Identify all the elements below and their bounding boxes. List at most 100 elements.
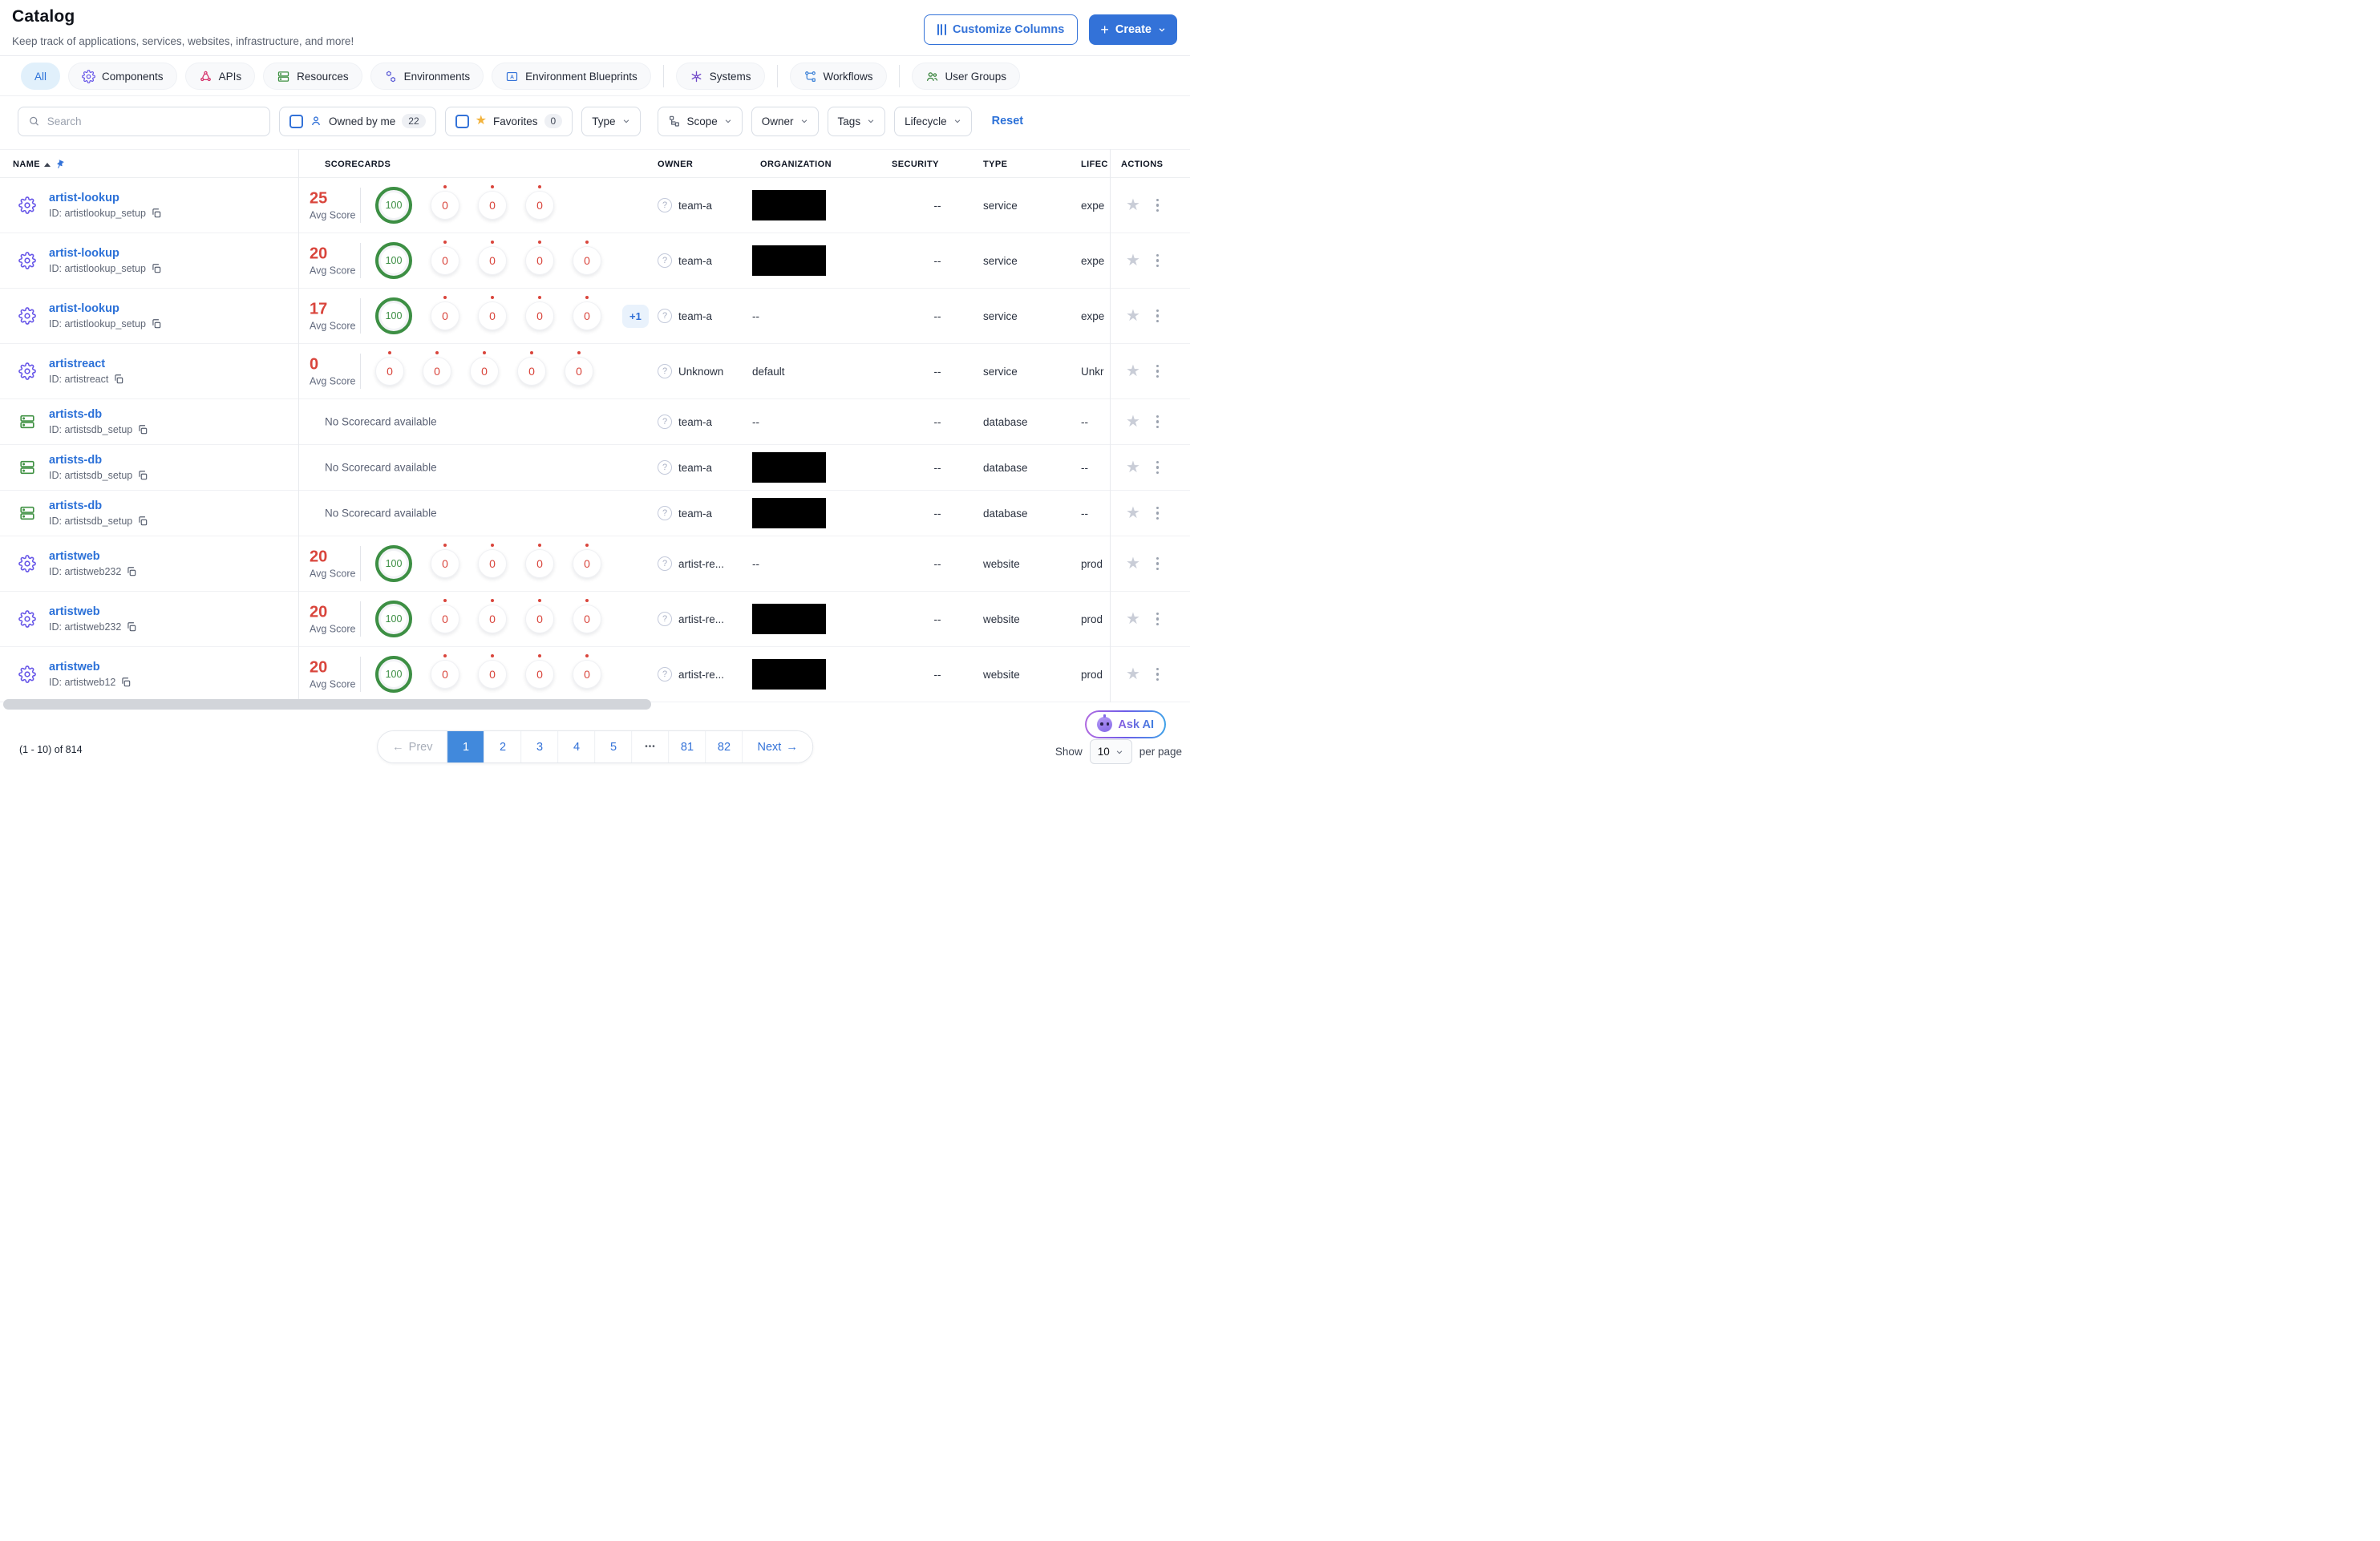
scorecard-badge-0[interactable]: 0: [573, 241, 601, 275]
create-button[interactable]: + Create: [1089, 14, 1177, 45]
kebab-menu-icon[interactable]: [1153, 665, 1163, 685]
copy-icon[interactable]: [151, 263, 162, 274]
pagination-page-5[interactable]: 5: [594, 731, 632, 762]
copy-icon[interactable]: [113, 374, 124, 385]
scorecard-badge-100[interactable]: 100: [375, 187, 412, 224]
copy-icon[interactable]: [137, 470, 148, 481]
more-scorecards-badge[interactable]: +1: [622, 304, 649, 328]
scorecard-badge-0[interactable]: 0: [573, 599, 601, 633]
copy-icon[interactable]: [126, 566, 137, 577]
scorecard-badge-100[interactable]: 100: [375, 242, 412, 279]
kebab-menu-icon[interactable]: [1153, 412, 1163, 432]
scorecard-badge-0[interactable]: 0: [525, 544, 554, 578]
scorecard-badge-0[interactable]: 0: [423, 351, 451, 386]
copy-icon[interactable]: [126, 621, 137, 633]
favorite-star-icon[interactable]: ★: [1126, 196, 1140, 214]
entity-name-link[interactable]: artists-db: [49, 500, 103, 512]
scorecard-badge-0[interactable]: 0: [525, 599, 554, 633]
column-header-organization[interactable]: ORGANIZATION: [760, 160, 832, 169]
scorecard-badge-0[interactable]: 0: [565, 351, 593, 386]
tab-user-groups[interactable]: User Groups: [911, 63, 1021, 90]
scorecard-badge-0[interactable]: 0: [525, 241, 554, 275]
scorecard-badge-100[interactable]: 100: [375, 656, 412, 693]
tab-environment-blueprints[interactable]: A Environment Blueprints: [492, 63, 651, 90]
kebab-menu-icon[interactable]: [1153, 251, 1163, 271]
owner-filter-dropdown[interactable]: Owner: [751, 106, 819, 136]
scorecard-badge-0[interactable]: 0: [431, 599, 459, 633]
ask-ai-button[interactable]: Ask AI: [1085, 710, 1166, 738]
entity-name-link[interactable]: artistweb: [49, 550, 100, 563]
pagination-prev[interactable]: ← Prev: [378, 731, 447, 762]
tab-environments[interactable]: Environments: [370, 63, 484, 90]
type-filter-dropdown[interactable]: Type: [581, 106, 641, 136]
scorecard-badge-0[interactable]: 0: [431, 185, 459, 220]
horizontal-scrollbar[interactable]: [3, 699, 651, 710]
tab-all[interactable]: All: [21, 63, 61, 90]
favorites-checkbox[interactable]: [455, 114, 469, 128]
favorite-star-icon[interactable]: ★: [1126, 252, 1140, 269]
entity-name-link[interactable]: artist-lookup: [49, 192, 119, 204]
scorecard-badge-0[interactable]: 0: [525, 654, 554, 689]
copy-icon[interactable]: [120, 677, 132, 688]
scorecard-badge-0[interactable]: 0: [573, 544, 601, 578]
scorecard-badge-0[interactable]: 0: [478, 599, 507, 633]
scope-filter-dropdown[interactable]: Scope: [657, 106, 743, 136]
scorecard-badge-0[interactable]: 0: [525, 296, 554, 330]
column-header-owner[interactable]: OWNER: [658, 160, 694, 169]
scorecard-badge-0[interactable]: 0: [573, 296, 601, 330]
scorecard-badge-0[interactable]: 0: [478, 544, 507, 578]
tab-components[interactable]: Components: [68, 63, 177, 90]
favorite-star-icon[interactable]: ★: [1126, 665, 1140, 683]
scorecard-badge-0[interactable]: 0: [431, 241, 459, 275]
customize-columns-button[interactable]: Customize Columns: [923, 14, 1079, 45]
search-input[interactable]: [47, 115, 260, 127]
lifecycle-filter-dropdown[interactable]: Lifecycle: [894, 106, 972, 136]
scorecard-badge-0[interactable]: 0: [375, 351, 404, 386]
scorecard-badge-0[interactable]: 0: [478, 654, 507, 689]
kebab-menu-icon[interactable]: [1153, 554, 1163, 574]
scorecard-badge-0[interactable]: 0: [478, 185, 507, 220]
tags-filter-dropdown[interactable]: Tags: [827, 106, 886, 136]
pagination-next[interactable]: Next →: [742, 731, 812, 762]
scorecard-badge-0[interactable]: 0: [431, 544, 459, 578]
kebab-menu-icon[interactable]: [1153, 458, 1163, 478]
entity-name-link[interactable]: artist-lookup: [49, 247, 119, 260]
kebab-menu-icon[interactable]: [1153, 609, 1163, 629]
pin-icon[interactable]: [53, 157, 67, 171]
pagination-page-3[interactable]: 3: [520, 731, 558, 762]
scorecard-badge-0[interactable]: 0: [478, 241, 507, 275]
reset-filters-button[interactable]: Reset: [991, 115, 1024, 127]
scorecard-badge-0[interactable]: 0: [470, 351, 499, 386]
kebab-menu-icon[interactable]: [1153, 306, 1163, 326]
entity-name-link[interactable]: artistweb: [49, 661, 100, 673]
kebab-menu-icon[interactable]: [1153, 504, 1163, 524]
favorite-star-icon[interactable]: ★: [1126, 610, 1140, 628]
entity-name-link[interactable]: artistreact: [49, 358, 106, 370]
favorite-star-icon[interactable]: ★: [1126, 413, 1140, 431]
favorite-star-icon[interactable]: ★: [1126, 362, 1140, 380]
scorecard-badge-0[interactable]: 0: [431, 296, 459, 330]
favorite-star-icon[interactable]: ★: [1126, 555, 1140, 572]
search-box[interactable]: [18, 106, 270, 136]
kebab-menu-icon[interactable]: [1153, 196, 1163, 216]
column-header-name[interactable]: NAME: [13, 150, 65, 179]
column-header-type[interactable]: TYPE: [983, 160, 1008, 169]
scorecard-badge-0[interactable]: 0: [525, 185, 554, 220]
page-size-select[interactable]: 10: [1089, 739, 1132, 764]
pagination-page-1[interactable]: 1: [447, 731, 484, 762]
favorites-filter[interactable]: ★ Favorites 0: [444, 106, 573, 136]
scorecard-badge-100[interactable]: 100: [375, 601, 412, 637]
entity-name-link[interactable]: artistweb: [49, 605, 100, 618]
favorite-star-icon[interactable]: ★: [1126, 504, 1140, 522]
pagination-page-2[interactable]: 2: [484, 731, 521, 762]
pagination-page-81[interactable]: 81: [668, 731, 706, 762]
scorecard-badge-100[interactable]: 100: [375, 297, 412, 334]
tab-apis[interactable]: APIs: [184, 63, 256, 90]
copy-icon[interactable]: [151, 208, 162, 219]
scorecard-badge-0[interactable]: 0: [517, 351, 546, 386]
scorecard-badge-100[interactable]: 100: [375, 545, 412, 582]
scorecard-badge-0[interactable]: 0: [431, 654, 459, 689]
scorecard-badge-0[interactable]: 0: [478, 296, 507, 330]
copy-icon[interactable]: [137, 424, 148, 435]
copy-icon[interactable]: [137, 516, 148, 527]
